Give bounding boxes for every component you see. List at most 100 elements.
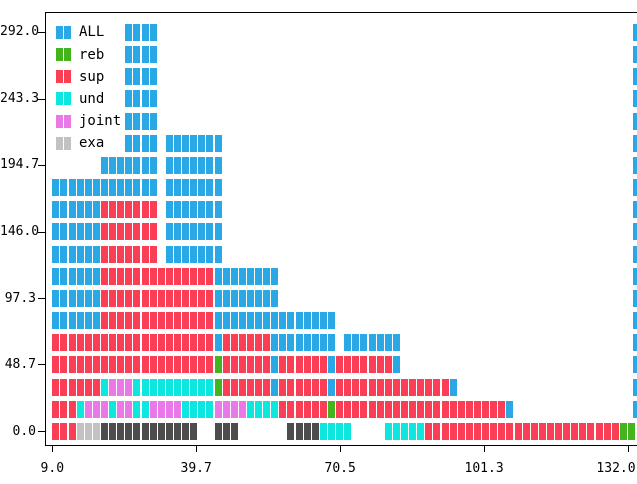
brick (214, 179, 222, 197)
edge-marker-brick (633, 245, 637, 263)
edge-marker-brick (633, 156, 637, 174)
brick (125, 68, 133, 86)
brick (328, 356, 335, 374)
edge-marker-brick (633, 90, 637, 108)
brick (611, 423, 619, 440)
y-tick-label: 48.7 (4, 356, 36, 372)
brick (125, 267, 133, 285)
brick (425, 378, 433, 396)
brick (165, 289, 173, 307)
brick (230, 356, 238, 374)
brick (425, 423, 433, 440)
brick (336, 400, 344, 418)
brick (109, 201, 117, 219)
brick (100, 179, 108, 197)
brick (84, 223, 92, 241)
brick (133, 356, 141, 374)
brick (109, 400, 117, 418)
brick (190, 334, 198, 352)
brick (190, 312, 198, 330)
brick (157, 289, 165, 307)
brick (384, 400, 392, 418)
brick (214, 134, 222, 152)
brick (295, 356, 303, 374)
brick (165, 423, 173, 440)
brick (76, 356, 84, 374)
brick (109, 356, 117, 374)
x-tick (340, 446, 342, 452)
brick (173, 223, 181, 241)
brick (238, 289, 246, 307)
edge-marker-brick (633, 400, 637, 418)
brick (133, 423, 141, 440)
brick (190, 289, 198, 307)
brick (141, 334, 149, 352)
brick (133, 267, 141, 285)
brick (68, 312, 76, 330)
brick (133, 112, 141, 130)
brick (457, 400, 465, 418)
brick (76, 267, 84, 285)
brick (287, 400, 295, 418)
brick (328, 423, 335, 440)
brick (149, 400, 157, 418)
brick (319, 400, 327, 418)
brick (255, 356, 262, 374)
brick (109, 312, 117, 330)
brick (546, 423, 554, 440)
brick (206, 267, 214, 285)
brick (206, 334, 214, 352)
x-tick-label: 39.7 (180, 461, 212, 476)
y-tick (38, 364, 45, 366)
brick (84, 267, 92, 285)
brick (311, 356, 319, 374)
brick (52, 201, 60, 219)
brick (514, 423, 522, 440)
brick (133, 90, 141, 108)
brick (157, 400, 165, 418)
brick (52, 334, 60, 352)
brick (190, 156, 198, 174)
brick (279, 334, 287, 352)
brick (311, 400, 319, 418)
brick (368, 356, 376, 374)
brick (109, 378, 117, 396)
brick (157, 356, 165, 374)
brick (230, 334, 238, 352)
brick (76, 201, 84, 219)
brick (52, 312, 60, 330)
plot-border-bottom (45, 445, 637, 446)
brick (295, 312, 303, 330)
brick (60, 312, 68, 330)
brick (109, 245, 117, 263)
brick (125, 423, 133, 440)
brick (52, 356, 60, 374)
brick (417, 400, 425, 418)
brick (52, 289, 60, 307)
brick (125, 134, 133, 152)
brick (76, 289, 84, 307)
brick (255, 378, 262, 396)
brick (425, 400, 433, 418)
brick (84, 245, 92, 263)
brick (198, 356, 206, 374)
brick (149, 356, 157, 374)
brick (100, 400, 108, 418)
brick (117, 334, 125, 352)
y-tick-label: 194.7 (0, 157, 40, 173)
brick (206, 156, 214, 174)
edge-marker-brick (633, 356, 637, 374)
x-tick (52, 446, 54, 452)
brick (384, 423, 392, 440)
legend-swatch (56, 136, 63, 150)
brick (60, 423, 68, 440)
y-tick (38, 98, 45, 100)
brick (344, 400, 352, 418)
brick (165, 378, 173, 396)
brick (60, 223, 68, 241)
brick (465, 400, 473, 418)
brick (68, 245, 76, 263)
brick (109, 179, 117, 197)
brick (165, 334, 173, 352)
brick (157, 312, 165, 330)
